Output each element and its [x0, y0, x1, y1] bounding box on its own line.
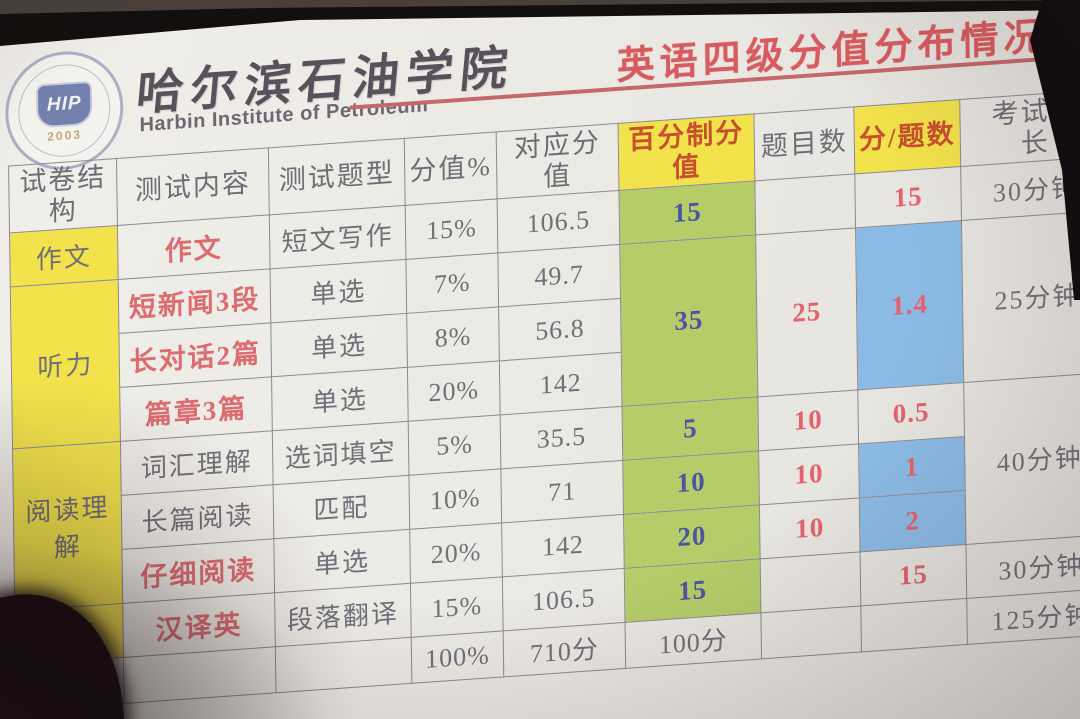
table-cell: 7%	[405, 253, 499, 314]
table-cell: 15	[854, 166, 962, 229]
table-cell: 10	[757, 389, 859, 451]
table-cell: 15%	[405, 199, 498, 260]
table-cell: 阅读理解	[12, 441, 123, 612]
table-cell: 作文	[9, 225, 119, 288]
table-cell: 15%	[410, 576, 504, 638]
table-cell: 5%	[408, 415, 501, 476]
table-cell: 142	[499, 352, 623, 416]
table-cell: 40分钟	[963, 372, 1080, 545]
table-cell: 25	[755, 228, 858, 397]
table-cell: 2	[859, 490, 966, 552]
table-cell: 选词填空	[272, 421, 409, 485]
table-cell: 15	[860, 544, 967, 606]
col-header-centile-score: 百分制分值	[618, 113, 755, 191]
table-cell: 20%	[409, 522, 503, 584]
table-cell: 20	[623, 504, 761, 569]
table-cell: 5	[622, 396, 759, 461]
table-cell: 单选	[273, 529, 411, 593]
table-cell: 100分	[625, 612, 762, 669]
table-cell: 35	[619, 234, 758, 407]
table-cell	[754, 174, 856, 235]
col-header-question-type: 测试题型	[268, 138, 406, 215]
table-cell: 35.5	[500, 406, 623, 469]
table-cell: 10%	[408, 468, 502, 530]
col-header-question-count: 题目数	[753, 106, 855, 181]
table-cell	[275, 637, 412, 693]
table-cell: 106.5	[502, 568, 626, 631]
table-cell: 142	[501, 514, 625, 577]
school-seal-logo: HIP 2003	[4, 47, 125, 174]
table-cell: 56.8	[498, 298, 622, 362]
table-cell: 0.5	[857, 382, 965, 444]
table-cell: 49.7	[497, 244, 621, 308]
table-cell: 125分钟	[966, 588, 1080, 645]
table-cell: 10	[758, 443, 860, 505]
table-cell	[760, 605, 862, 659]
table-cell: 段落翻译	[274, 583, 412, 647]
table-cell: 1.4	[855, 220, 964, 390]
table-cell: 匹配	[273, 475, 410, 539]
table-cell	[123, 646, 276, 704]
cet4-score-table: 试卷结构 测试内容 测试题型 分值% 对应分值 百分制分值 题目数 分/题数 考…	[8, 89, 1080, 712]
table-cell	[760, 551, 861, 613]
col-header-score-per-question: 分/题数	[853, 99, 961, 175]
table-cell: 15	[618, 180, 756, 245]
table-cell: 30分钟	[965, 534, 1080, 599]
table-cell	[860, 598, 968, 652]
table-cell: 短文写作	[269, 205, 406, 269]
table-cell: 15	[624, 558, 761, 623]
table-cell: 听力	[10, 279, 121, 450]
table-cell: 20%	[407, 361, 501, 422]
table-cell: 100%	[411, 630, 504, 684]
table-cell: 8%	[406, 307, 500, 368]
table-cell: 1	[858, 436, 966, 498]
table-cell: 单选	[271, 367, 409, 431]
table-cell: 710分	[503, 622, 626, 677]
hip-monogram: HIP	[37, 82, 91, 127]
table-cell: 单选	[270, 259, 407, 323]
col-header-raw-score: 对应分值	[496, 123, 619, 200]
col-header-structure: 试卷结构	[8, 158, 118, 234]
table-cell: 10	[759, 497, 861, 559]
col-header-content: 测试内容	[116, 147, 270, 226]
table-cell: 25分钟	[961, 210, 1080, 383]
col-header-percent: 分值%	[404, 131, 498, 206]
table-cell: 10	[622, 450, 760, 515]
table-cell: 单选	[270, 313, 408, 377]
table-cell: 71	[500, 460, 624, 523]
table-cell: 106.5	[497, 190, 620, 254]
